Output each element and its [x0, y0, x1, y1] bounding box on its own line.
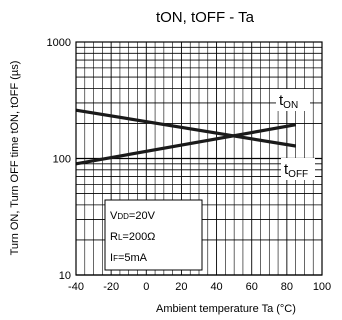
series-line-t-on	[75, 123, 296, 166]
series-label-toff-bg	[281, 158, 315, 180]
x-tick-label: -40	[68, 281, 84, 293]
y-tick-label: 100	[53, 154, 71, 166]
x-tick-label: 60	[246, 281, 258, 293]
plot-frame	[75, 41, 323, 276]
y-tick-label: 10	[59, 270, 71, 282]
x-axis-label: Ambient temperature Ta (°C)	[156, 303, 296, 315]
condition-line: IF=5mA	[110, 252, 148, 264]
x-tick-label: -20	[103, 281, 119, 293]
tick-labels: -40 -20 0 20 40 60 80 100 10 100 1000	[47, 37, 332, 293]
condition-line: RL=200Ω	[110, 231, 155, 243]
conditions-box-frame	[104, 199, 203, 271]
y-tick-label: 1000	[47, 37, 71, 49]
series-line-t-off	[75, 108, 296, 148]
series-label-toff: tOFF	[284, 161, 308, 180]
y-axis-label: Turn ON, Turn OFF time tON, tOFF (µs)	[9, 61, 21, 256]
series-labels: tON tOFF	[276, 89, 315, 180]
chart-title: tON, tOFF - Ta	[156, 9, 255, 26]
series-label-ton: tON	[279, 92, 298, 111]
condition-line: VDD=20V	[110, 210, 156, 222]
x-tick-label: 100	[313, 281, 331, 293]
series-label-ton-bg	[276, 89, 310, 111]
x-tick-label: 20	[175, 281, 187, 293]
x-tick-label: 80	[281, 281, 293, 293]
conditions-box: VDD=20V RL=200Ω IF=5mA	[104, 199, 203, 271]
series	[75, 108, 296, 166]
x-tick-label: 40	[210, 281, 222, 293]
x-tick-label: 0	[143, 281, 149, 293]
